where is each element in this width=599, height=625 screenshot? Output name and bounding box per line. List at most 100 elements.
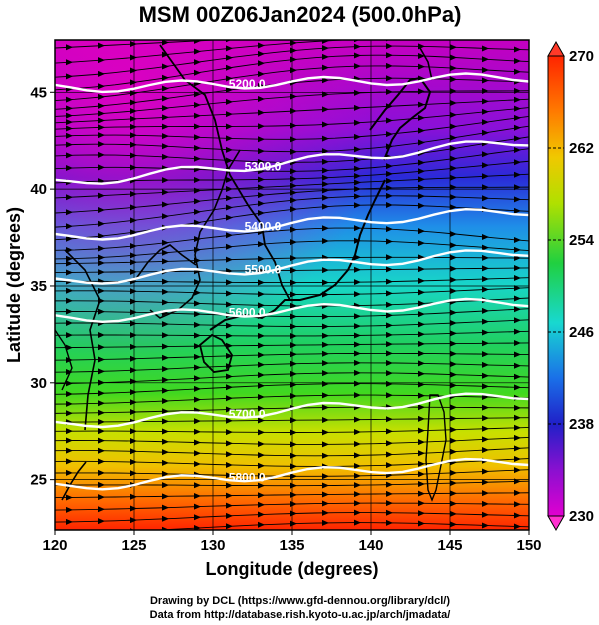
wind-arrow xyxy=(258,501,265,508)
wind-arrow xyxy=(66,518,73,525)
wind-arrow xyxy=(258,255,265,262)
wind-arrow xyxy=(98,518,105,525)
wind-arrow xyxy=(258,302,265,309)
wind-arrow xyxy=(322,148,329,155)
wind-arrow xyxy=(194,375,201,382)
wind-arrow xyxy=(226,243,233,250)
wind-arrow xyxy=(386,201,393,208)
wind-arrow xyxy=(226,352,233,359)
wind-arrow xyxy=(226,54,233,61)
contour-label-5800: 5800.0 xyxy=(229,470,266,484)
wind-arrow xyxy=(322,332,329,339)
wind-arrow xyxy=(98,400,105,407)
wind-arrow xyxy=(226,417,233,424)
wind-arrow xyxy=(130,132,137,139)
wind-arrow xyxy=(162,189,169,196)
wind-arrow xyxy=(354,350,361,357)
wind-arrow xyxy=(290,473,297,480)
wind-arrow xyxy=(450,265,457,272)
wind-arrow xyxy=(194,460,201,467)
wind-arrow xyxy=(98,332,105,339)
wind-arrow xyxy=(130,332,137,339)
wind-arrow xyxy=(386,490,393,497)
wind-arrow xyxy=(322,416,329,423)
wind-arrow xyxy=(98,151,105,158)
wind-arrow xyxy=(514,351,521,358)
wind-arrow xyxy=(66,194,73,201)
wind-arrow xyxy=(418,480,425,487)
wind-arrow xyxy=(450,111,457,118)
wind-arrow xyxy=(162,418,169,425)
wind-arrow xyxy=(482,468,489,475)
wind-arrow xyxy=(514,512,521,519)
wind-arrow xyxy=(226,232,233,239)
wind-arrow xyxy=(162,387,169,394)
wind-arrow xyxy=(130,470,137,477)
wind-arrow xyxy=(130,448,137,455)
wind-arrow xyxy=(386,184,393,191)
wind-arrow xyxy=(162,397,169,404)
wind-arrow xyxy=(482,108,489,115)
wind-arrow xyxy=(386,509,393,516)
wind-arrow xyxy=(226,195,233,202)
wind-arrow xyxy=(66,458,73,465)
wind-arrow xyxy=(98,428,105,435)
wind-arrow xyxy=(354,279,361,286)
wind-arrow xyxy=(290,182,297,189)
wind-arrow xyxy=(66,255,73,262)
y-tick-label-40: 40 xyxy=(30,181,47,198)
wind-arrow xyxy=(162,239,169,246)
wind-arrow xyxy=(162,153,169,160)
wind-arrow xyxy=(418,193,425,200)
wind-arrow xyxy=(450,204,457,211)
x-tick-label-130: 130 xyxy=(200,537,225,554)
wind-arrow xyxy=(322,121,329,128)
wind-arrow xyxy=(258,351,265,358)
wind-arrow xyxy=(514,456,521,463)
wind-arrow xyxy=(98,494,105,501)
wind-arrow xyxy=(514,114,521,121)
wind-arrow xyxy=(514,46,521,53)
wind-arrow xyxy=(418,450,425,457)
wind-arrow xyxy=(258,192,265,199)
wind-arrow xyxy=(450,88,457,95)
wind-arrow xyxy=(226,45,233,52)
wind-arrow xyxy=(418,370,425,377)
wind-arrow xyxy=(194,428,201,435)
wind-arrow xyxy=(258,372,265,379)
wind-arrow xyxy=(130,438,137,445)
wind-arrow xyxy=(290,520,297,527)
wind-arrow xyxy=(258,394,265,401)
wind-arrow xyxy=(98,102,105,109)
wind-arrow xyxy=(162,459,169,466)
wind-arrow xyxy=(514,147,521,154)
wind-arrow xyxy=(194,364,201,371)
wind-arrow xyxy=(98,254,105,261)
contour-5600 xyxy=(55,297,529,324)
wind-arrow xyxy=(130,428,137,435)
wind-arrow xyxy=(418,415,425,422)
wind-arrow xyxy=(386,75,393,82)
wind-arrow xyxy=(162,133,169,140)
wind-arrow xyxy=(226,482,233,489)
wind-arrow xyxy=(258,440,265,447)
contour-5400 xyxy=(55,207,529,241)
wind-arrow xyxy=(162,288,169,295)
wind-arrow xyxy=(386,380,393,387)
wind-arrow xyxy=(258,60,265,67)
wind-arrow xyxy=(354,359,361,366)
x-axis-label: Longitude (degrees) xyxy=(205,559,378,579)
wind-arrow xyxy=(386,500,393,507)
wind-arrow xyxy=(418,202,425,209)
wind-arrow xyxy=(226,123,233,130)
wind-arrow xyxy=(514,255,521,262)
wind-arrow xyxy=(386,278,393,285)
wind-arrow xyxy=(514,501,521,508)
wind-arrow xyxy=(386,43,393,50)
wind-arrow xyxy=(482,372,489,379)
contour-label-5400: 5400.0 xyxy=(245,220,282,234)
wind-arrow xyxy=(162,63,169,70)
wind-arrow xyxy=(290,168,297,175)
wind-arrow xyxy=(386,238,393,245)
wind-arrow xyxy=(450,242,457,249)
